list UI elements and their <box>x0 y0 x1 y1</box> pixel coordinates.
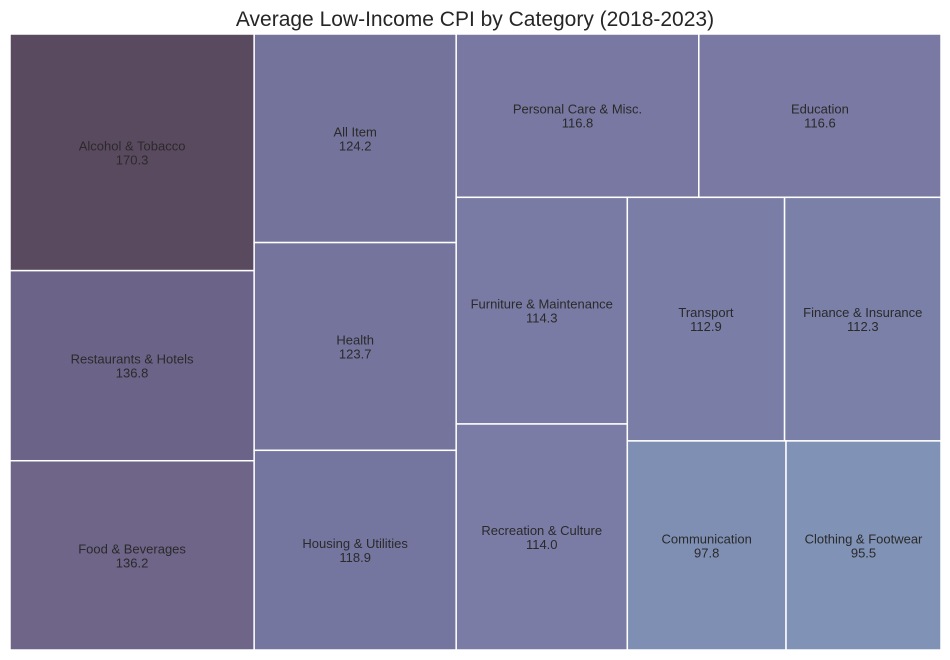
treemap-value-alcohol-tobacco: 170.3 <box>116 152 149 167</box>
treemap-label-finance-insurance: Finance & Insurance <box>803 305 922 320</box>
treemap-rect-food-beverages <box>9 459 255 651</box>
treemap-value-personal-care-misc: 116.8 <box>562 116 594 131</box>
treemap-label-personal-care-misc: Personal Care & Misc. <box>513 102 642 117</box>
treemap-label-clothing-footwear: Clothing & Footwear <box>805 531 923 546</box>
treemap-rect-health <box>253 241 457 452</box>
treemap-rect-education <box>698 33 942 199</box>
treemap-label-food-beverages: Food & Beverages <box>78 541 186 556</box>
treemap-label-communication: Communication <box>662 531 752 546</box>
treemap-value-transport: 112.9 <box>690 319 722 334</box>
treemap-value-communication: 97.8 <box>694 545 719 560</box>
treemap-label-alcohol-tobacco: Alcohol & Tobacco <box>79 138 186 153</box>
treemap-rect-clothing-footwear <box>785 440 942 651</box>
treemap-value-furniture-maintenance: 114.3 <box>526 311 558 326</box>
treemap-label-recreation-culture: Recreation & Culture <box>481 523 602 538</box>
treemap-value-housing-utilities: 118.9 <box>339 550 371 565</box>
treemap-label-furniture-maintenance: Furniture & Maintenance <box>471 297 613 312</box>
treemap-label-restaurants-hotels: Restaurants & Hotels <box>71 352 194 367</box>
treemap-value-health: 123.7 <box>339 346 372 361</box>
chart-title: Average Low-Income CPI by Category (2018… <box>236 8 714 31</box>
treemap-value-clothing-footwear: 95.5 <box>851 545 876 560</box>
treemap-rect-all-item <box>253 33 457 244</box>
treemap-value-finance-insurance: 112.3 <box>847 319 879 334</box>
treemap-rect-communication <box>626 440 787 651</box>
treemap-label-all-item: All Item <box>334 124 377 139</box>
treemap-value-all-item: 124.2 <box>339 138 372 153</box>
treemap-rect-housing-utilities <box>253 449 457 651</box>
treemap-value-food-beverages: 136.2 <box>116 555 149 570</box>
treemap-value-recreation-culture: 114.0 <box>526 537 558 552</box>
treemap-value-education: 116.6 <box>804 116 836 131</box>
treemap-label-housing-utilities: Housing & Utilities <box>302 536 408 551</box>
treemap-rect-finance-insurance <box>783 196 942 442</box>
treemap-cell-personal-care-misc: Personal Care & Misc.116.8 <box>455 33 700 199</box>
treemap-rect-recreation-culture <box>455 423 629 651</box>
treemap-label-transport: Transport <box>678 305 734 320</box>
treemap-rect-alcohol-tobacco <box>9 33 255 272</box>
treemap-label-health: Health <box>336 332 374 347</box>
treemap-value-restaurants-hotels: 136.8 <box>116 366 149 381</box>
treemap-label-education: Education <box>791 102 849 117</box>
treemap-rect-restaurants-hotels <box>9 269 255 462</box>
